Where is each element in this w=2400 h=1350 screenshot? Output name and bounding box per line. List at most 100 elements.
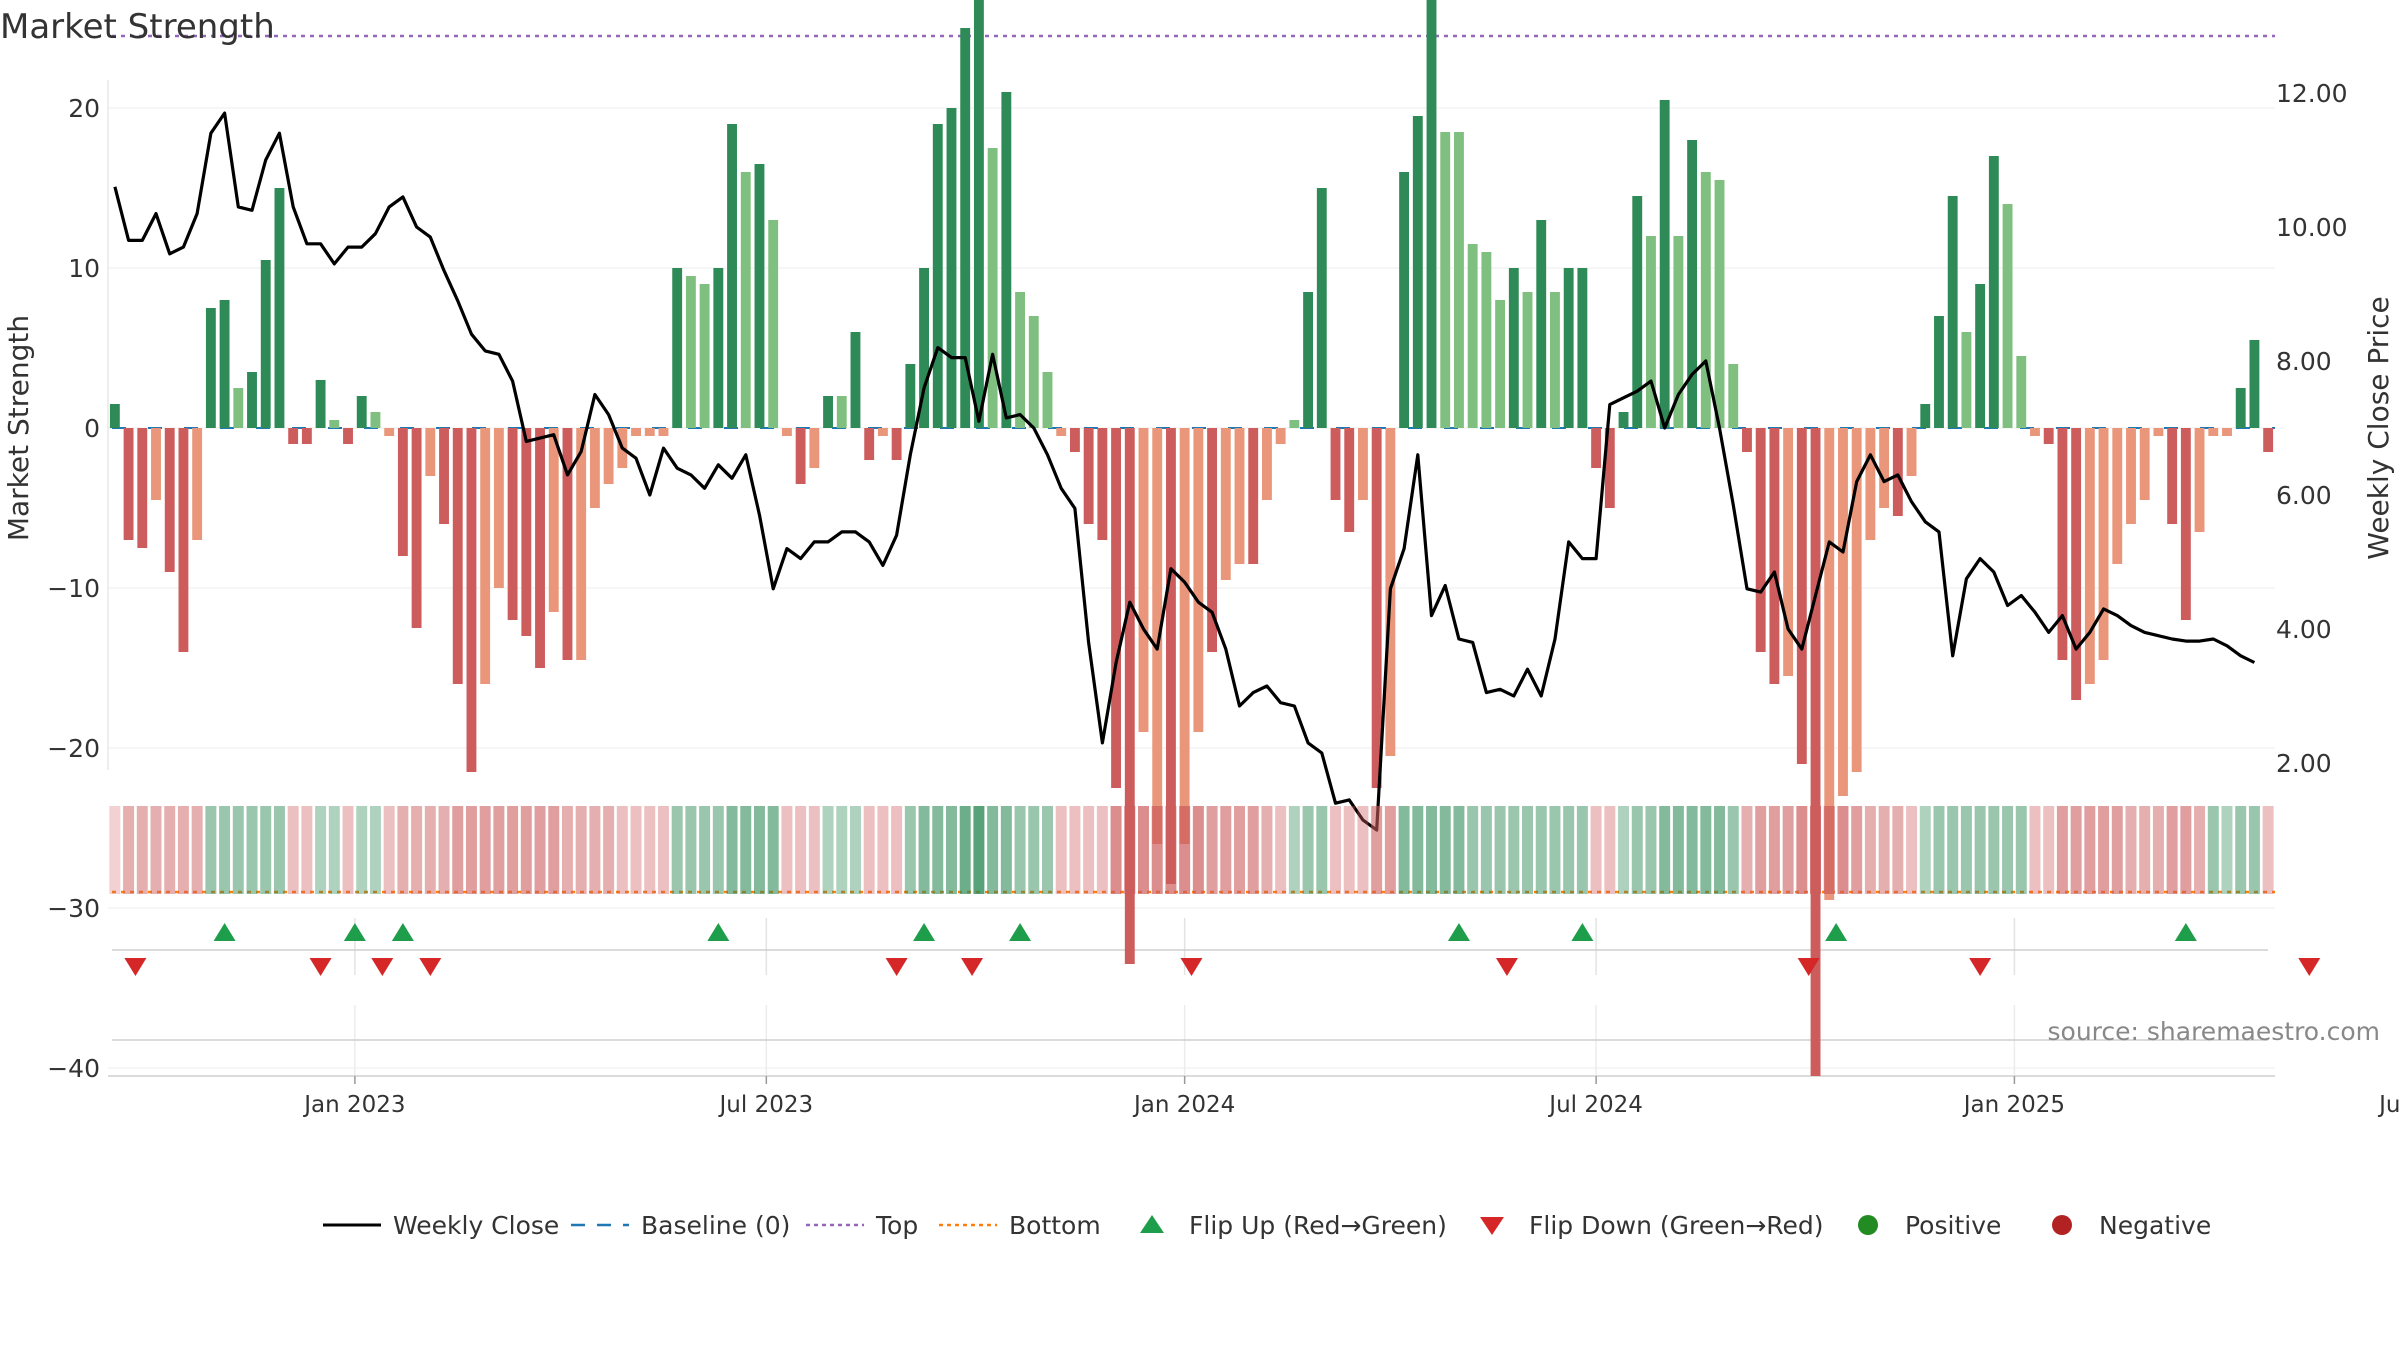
heat-cell xyxy=(2084,806,2096,894)
heat-cell xyxy=(1535,806,1547,894)
heat-cell xyxy=(1384,806,1396,894)
strength-bar xyxy=(2235,388,2246,428)
strength-bar xyxy=(507,428,518,620)
heat-cell xyxy=(438,806,450,894)
strength-bar xyxy=(1618,412,1629,428)
flip-up-marker xyxy=(1009,923,1032,941)
strength-bar xyxy=(1796,428,1807,764)
heat-cell xyxy=(2152,806,2164,894)
strength-bar xyxy=(109,404,120,428)
heat-cell xyxy=(452,806,464,894)
heat-cell xyxy=(2221,806,2233,894)
strength-bar xyxy=(1728,364,1739,428)
strength-bar xyxy=(1124,428,1135,964)
chart-title: Market Strength xyxy=(0,7,275,47)
strength-bar xyxy=(1440,132,1451,428)
strength-bar xyxy=(329,420,340,428)
strength-bar xyxy=(315,380,326,428)
flip-up-marker xyxy=(213,923,236,941)
heat-cell xyxy=(479,806,491,894)
strength-bar xyxy=(1303,292,1314,428)
heat-cell xyxy=(1960,806,1972,894)
strength-bar xyxy=(768,220,779,428)
strength-bar xyxy=(1001,92,1012,428)
heat-cell xyxy=(1206,806,1218,894)
heat-cell xyxy=(1055,806,1067,894)
legend-label: Weekly Close xyxy=(393,1211,559,1240)
y-right-tick-label: 6.00 xyxy=(2276,481,2332,510)
heat-cell xyxy=(246,806,258,894)
heat-cell xyxy=(1247,806,1259,894)
heat-cell xyxy=(1439,806,1451,894)
strength-bar xyxy=(1399,172,1410,428)
strength-bar xyxy=(2153,428,2164,436)
legend-label: Positive xyxy=(1905,1211,2001,1240)
heat-cell xyxy=(1083,806,1095,894)
legend-label: Flip Down (Green→Red) xyxy=(1529,1211,1824,1240)
heat-cell xyxy=(315,806,327,894)
heat-cell xyxy=(2111,806,2123,894)
heat-cell xyxy=(1563,806,1575,894)
heat-cell xyxy=(1892,806,1904,894)
strength-bar xyxy=(1550,292,1560,428)
legend: Weekly Close Baseline (0) Top Bottom Flip Up… xyxy=(323,1211,2211,1240)
heat-cell xyxy=(616,806,628,894)
heat-cell xyxy=(753,806,765,894)
heat-cell xyxy=(808,806,820,894)
heat-cell xyxy=(685,806,697,894)
heat-cell xyxy=(1672,806,1684,894)
heat-cell xyxy=(356,806,368,894)
strength-bar xyxy=(1028,316,1039,428)
heat-cell xyxy=(575,806,587,894)
heat-cell xyxy=(863,806,875,894)
heat-cell xyxy=(1371,806,1383,894)
strength-bar xyxy=(1261,428,1272,500)
heat-cell xyxy=(1261,806,1273,894)
strength-bar xyxy=(1755,428,1766,652)
heat-cell xyxy=(1604,806,1616,894)
strength-bar xyxy=(699,284,710,428)
heat-cell xyxy=(534,806,546,894)
x-tick-label: Jan 2023 xyxy=(302,1092,405,1118)
flip-down-marker xyxy=(371,958,394,976)
strength-bar xyxy=(1851,428,1862,772)
legend-item: Bottom xyxy=(939,1211,1101,1240)
legend-item: Top xyxy=(806,1211,918,1240)
y-right-tick-label: 8.00 xyxy=(2276,347,2332,376)
strength-bar xyxy=(192,428,203,540)
heat-cell xyxy=(671,806,683,894)
strength-bar xyxy=(1042,372,1053,428)
heat-cell xyxy=(767,806,779,894)
heat-cell xyxy=(1782,806,1794,894)
heat-cell xyxy=(2235,806,2247,894)
strength-bar xyxy=(1467,244,1478,428)
heat-cell xyxy=(1165,806,1177,894)
strength-bar xyxy=(2126,428,2136,524)
strength-bar xyxy=(1179,428,1190,844)
strength-bar xyxy=(343,428,353,444)
flip-up-marker xyxy=(913,923,936,941)
strength-bar xyxy=(576,428,587,660)
strength-bar xyxy=(2112,428,2123,564)
strength-bar xyxy=(1083,428,1094,524)
y-right-tick-label: 2.00 xyxy=(2276,749,2332,778)
heat-cell xyxy=(548,806,560,894)
strength-bar xyxy=(1577,268,1588,428)
strength-bar xyxy=(260,260,271,428)
y-left-tick-label: −40 xyxy=(47,1054,100,1083)
x-tick-label: Jan 2025 xyxy=(1962,1092,2065,1118)
strength-bar xyxy=(960,28,971,428)
heat-cell xyxy=(932,806,944,894)
strength-bar xyxy=(2139,428,2150,500)
strength-bar xyxy=(1275,428,1286,444)
heat-cell xyxy=(1727,806,1739,894)
strength-bar xyxy=(1508,268,1519,428)
strength-bar xyxy=(1810,428,1821,1076)
flip-up-marker xyxy=(1825,923,1848,941)
flip-down-marker xyxy=(885,958,908,976)
heat-cell xyxy=(1851,806,1863,894)
heat-cell xyxy=(397,806,409,894)
heat-cell xyxy=(1494,806,1506,894)
heat-cell xyxy=(1618,806,1630,894)
strength-bar xyxy=(1906,428,1917,476)
